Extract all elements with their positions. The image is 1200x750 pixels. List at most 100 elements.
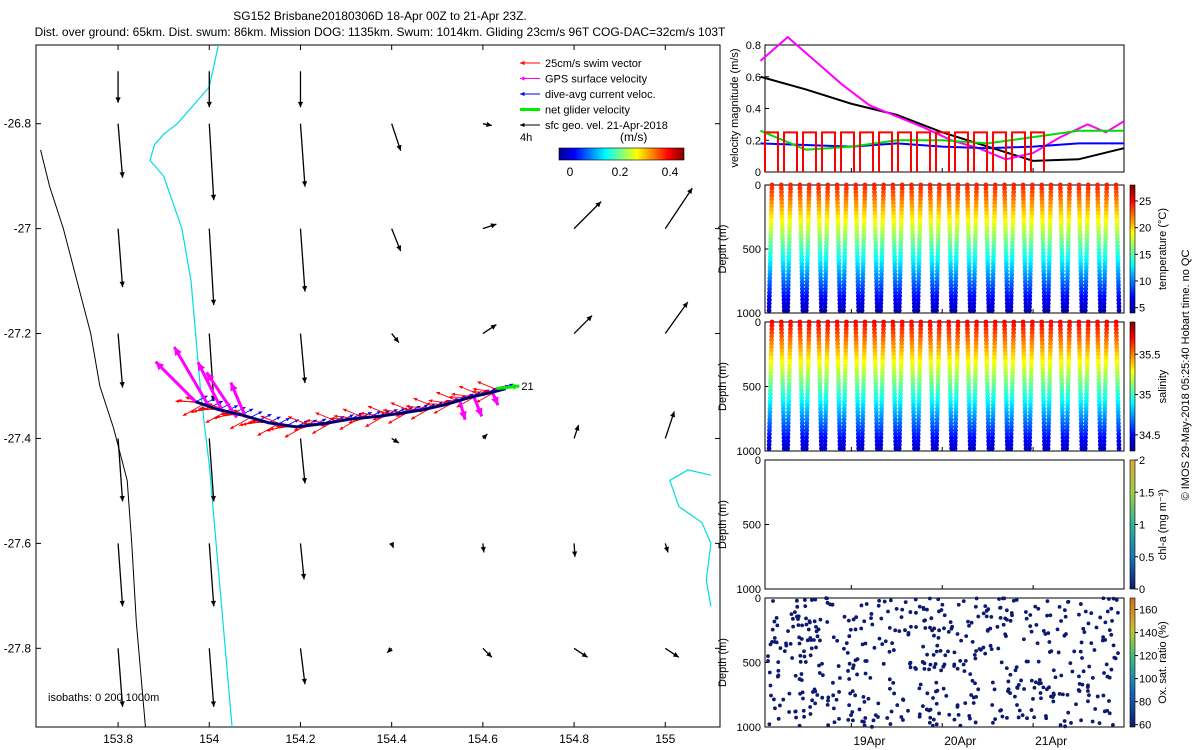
profile-point	[930, 282, 935, 288]
profile-point	[1027, 442, 1032, 448]
profile-point	[785, 304, 791, 310]
profile-point	[836, 247, 842, 252]
profile-point	[953, 282, 959, 288]
profile-point	[1058, 352, 1064, 357]
profile-point	[928, 337, 933, 343]
profile-point	[797, 189, 803, 195]
profile-point	[874, 417, 879, 422]
profile-point	[947, 366, 953, 372]
profile-point	[1078, 395, 1084, 401]
profile-point	[1077, 370, 1083, 375]
profile-point	[768, 247, 773, 252]
profile-point	[971, 435, 977, 440]
profile-point	[966, 384, 972, 390]
profile-point	[929, 254, 935, 260]
profile-point	[1102, 261, 1108, 267]
profile-point	[853, 323, 859, 329]
profile-point	[947, 239, 953, 245]
profile-point	[1046, 402, 1052, 408]
profile-point	[1059, 370, 1064, 375]
profile-point	[1097, 300, 1103, 306]
profile-point	[946, 189, 952, 195]
oxygen-point	[976, 614, 981, 619]
oxygen-point	[815, 634, 820, 639]
profile-point	[949, 438, 954, 444]
profile-point	[1023, 431, 1029, 437]
geo-vector	[573, 315, 593, 334]
profile-point	[1047, 232, 1053, 238]
profile-point	[1059, 250, 1065, 256]
profile-point	[1115, 265, 1121, 270]
profile-point	[1002, 323, 1007, 329]
swim-vector-head	[269, 427, 274, 431]
profile-point	[1076, 334, 1082, 339]
profile-point	[909, 214, 915, 220]
profile-point	[1058, 341, 1064, 347]
oxygen-point	[934, 680, 939, 685]
profile-point	[1046, 268, 1052, 274]
profile-point	[1066, 337, 1072, 343]
profile-point	[985, 384, 990, 390]
profile-point	[1046, 272, 1052, 277]
profile-point	[915, 435, 921, 440]
profile-point	[1104, 182, 1110, 188]
dac-vector-head	[322, 418, 327, 422]
profile-points	[766, 319, 1122, 451]
profile-point	[1040, 384, 1046, 390]
profile-point	[916, 282, 921, 288]
profile-point	[1066, 200, 1072, 206]
profile-point	[878, 304, 884, 310]
profile-point	[985, 268, 991, 274]
profile-point	[805, 391, 810, 397]
oxygen-point	[786, 629, 790, 634]
profile-point	[816, 337, 822, 343]
profile-point	[1095, 189, 1101, 195]
profile-point	[946, 344, 952, 350]
profile-point	[992, 334, 998, 339]
profile-point	[874, 293, 880, 299]
profile-point	[897, 268, 903, 274]
profile-point	[843, 189, 849, 195]
profile-point	[1022, 381, 1027, 386]
swim-vector-head	[248, 420, 252, 425]
profile-point	[843, 359, 848, 365]
oxygen-point	[859, 603, 864, 608]
profile-point	[992, 193, 998, 199]
oxygen-point	[862, 720, 866, 724]
profile-point	[965, 200, 971, 206]
profile-point	[873, 250, 879, 256]
profile-point	[843, 348, 849, 354]
geo-vector-shaft	[573, 201, 602, 230]
profile-point	[973, 334, 979, 339]
profile-point	[1102, 406, 1108, 412]
profile-point	[841, 420, 847, 426]
profile-point	[823, 272, 829, 277]
swim-vector-head	[284, 434, 289, 438]
profile-point	[965, 222, 971, 227]
profile-point	[1077, 355, 1083, 361]
oxygen-point	[973, 604, 978, 609]
geo-vector	[299, 123, 308, 187]
profile-point	[873, 406, 879, 412]
profile-point	[984, 243, 990, 249]
profile-point	[822, 286, 828, 292]
profile-point	[1002, 204, 1008, 209]
profile-point	[855, 402, 861, 408]
profile-point	[1103, 218, 1109, 224]
profile-point	[843, 200, 849, 206]
profile-point	[1064, 417, 1070, 422]
profile-point	[1004, 435, 1010, 440]
profile-point	[909, 352, 915, 357]
profile-point	[817, 384, 823, 390]
profile-point	[892, 282, 898, 288]
oxygen-point	[1109, 667, 1114, 672]
profile-point	[910, 243, 916, 249]
oxygen-point	[983, 651, 988, 656]
profile-point	[854, 214, 859, 220]
profile-point	[1083, 261, 1089, 267]
profile-point	[1059, 399, 1065, 404]
profile-point	[1040, 362, 1046, 368]
profile-point	[816, 341, 822, 347]
profile-point	[853, 196, 859, 202]
oxygen-point	[1004, 608, 1009, 613]
